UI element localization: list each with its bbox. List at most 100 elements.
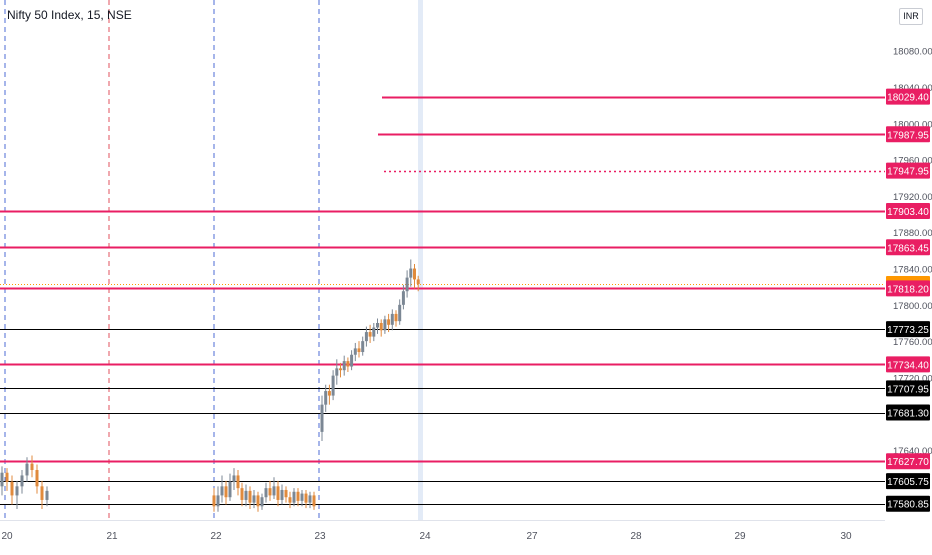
day23-candle-20[interactable] — [394, 313, 398, 322]
day22-candle-23[interactable] — [304, 493, 308, 503]
day22-candle-17[interactable] — [280, 489, 284, 500]
day20-candle-4[interactable] — [20, 475, 24, 487]
day22-candle-6[interactable] — [236, 475, 240, 489]
day23-candle-5[interactable] — [339, 368, 342, 371]
day23-candle-16[interactable] — [379, 322, 383, 331]
price-level-tag-8[interactable]: 17734.40 — [886, 356, 930, 373]
day23-candle-13[interactable] — [368, 332, 372, 337]
price-axis-tick-label-5: 17880.00 — [893, 228, 932, 239]
day22-candle-11[interactable] — [256, 495, 260, 507]
day23-candle-12[interactable] — [364, 332, 368, 342]
day23-candle-23[interactable] — [405, 277, 409, 292]
day23-candle-24[interactable] — [409, 268, 413, 278]
price-level-tag-label: 17580.85 — [887, 500, 929, 511]
day22-candle-0[interactable] — [212, 495, 216, 507]
time-axis-tick-label-7: 29 — [734, 531, 746, 542]
day22-candle-16[interactable] — [276, 486, 280, 500]
day23-candle-0[interactable] — [320, 404, 324, 432]
day22-candle-24[interactable] — [308, 495, 312, 503]
day22-candle-5[interactable] — [232, 475, 236, 482]
day20-candle-1[interactable] — [5, 472, 9, 482]
price-level-tag-bg — [886, 280, 930, 297]
day22-candle-9[interactable] — [248, 490, 252, 503]
day22-candle-2[interactable] — [220, 486, 224, 496]
day20-candle-9[interactable] — [45, 490, 49, 500]
day20-candle-6[interactable] — [30, 463, 34, 471]
day20-candle-5[interactable] — [25, 463, 29, 476]
time-axis-tick-label-8: 30 — [840, 531, 852, 542]
day23-candle-3[interactable] — [331, 375, 335, 396]
day23-candle-8[interactable] — [350, 354, 354, 367]
day23-candle-10[interactable] — [357, 348, 361, 353]
day20-candle-3[interactable] — [15, 486, 19, 496]
day22-candle-22[interactable] — [300, 493, 304, 501]
day23-candle-17[interactable] — [383, 319, 387, 331]
price-axis-tick-label-7: 17800.00 — [893, 301, 932, 312]
price-level-tag-label: 17863.45 — [887, 243, 929, 254]
price-level-tag-10[interactable]: 17681.30 — [886, 404, 930, 421]
day22-candle-1[interactable] — [216, 495, 220, 507]
day22-candle-14[interactable] — [268, 488, 272, 496]
price-level-tag-4[interactable]: 17863.45 — [886, 239, 930, 256]
day22-candle-13[interactable] — [264, 488, 268, 498]
day20-candle-0[interactable] — [0, 472, 4, 487]
price-level-tag-11[interactable]: 17627.70 — [886, 453, 930, 470]
day22-candle-18[interactable] — [284, 489, 288, 498]
day23-candle-4[interactable] — [335, 368, 339, 376]
price-axis-tick-label-0: 18080.00 — [893, 47, 932, 58]
day23-candle-6[interactable] — [342, 361, 346, 371]
day23-candle-19[interactable] — [390, 313, 394, 325]
price-axis-tick-label-4: 17920.00 — [893, 192, 932, 203]
day23-candle-14[interactable] — [372, 327, 376, 337]
day23-candle-1[interactable] — [324, 391, 328, 405]
price-level-tag-2[interactable]: 17947.95 — [886, 162, 930, 179]
day23-candle-9[interactable] — [353, 348, 357, 355]
price-level-tag-bg — [886, 495, 930, 512]
time-axis-bg — [0, 520, 885, 550]
price-level-tag-3[interactable]: 17903.40 — [886, 203, 930, 219]
day20-candle-2[interactable] — [10, 481, 14, 496]
day23-candle-11[interactable] — [361, 341, 365, 353]
day20-candle-7[interactable] — [35, 470, 39, 487]
day22-candle-4[interactable] — [228, 481, 232, 498]
price-level-tag-bg — [886, 88, 930, 105]
day23-candle-22[interactable] — [401, 291, 405, 305]
day22-candle-3[interactable] — [224, 486, 228, 498]
day22-candle-8[interactable] — [244, 490, 248, 500]
price-level-tag-label: 17987.95 — [887, 130, 929, 141]
day20-candle-8[interactable] — [40, 486, 44, 500]
time-axis[interactable]: 20 21 22 23 24 27 28 29 30 — [0, 520, 885, 550]
day23-candle-7[interactable] — [346, 361, 350, 367]
day22-candle-21[interactable] — [296, 491, 300, 501]
day23-candle-26[interactable] — [416, 279, 420, 284]
day22-candle-7[interactable] — [240, 488, 244, 500]
day23-candle-18[interactable] — [387, 319, 391, 325]
day23-candle-21[interactable] — [398, 304, 402, 322]
day22-candle-15[interactable] — [272, 486, 276, 496]
price-level-tag-7[interactable]: 17773.25 — [886, 321, 930, 338]
day22-candle-19[interactable] — [288, 497, 292, 503]
price-level-tag-9[interactable]: 17707.95 — [886, 380, 930, 397]
day22-candle-10[interactable] — [252, 495, 256, 503]
price-level-tag-12[interactable]: 17605.75 — [886, 473, 930, 490]
symbol-title[interactable]: Nifty 50 Index, 15, NSE — [7, 8, 132, 22]
price-level-tag-bg — [886, 239, 930, 256]
time-axis-tick-label-1: 21 — [106, 531, 118, 542]
day22-candle-20[interactable] — [292, 491, 296, 503]
day23-candle-25[interactable] — [413, 268, 416, 280]
day23-candle-2[interactable] — [327, 391, 331, 396]
price-level-tag-13[interactable]: 17580.85 — [886, 495, 930, 512]
day22-candle-25[interactable] — [312, 495, 316, 507]
price-level-tag-0[interactable]: 18029.40 — [886, 88, 930, 105]
currency-button[interactable]: INR — [899, 8, 923, 25]
price-axis[interactable]: 18080.00 18040.00 18000.00 17960.00 17920.00… — [885, 0, 932, 550]
price-level-tag-1[interactable]: 17987.95 — [886, 126, 930, 143]
price-level-tag-label: 17605.75 — [887, 477, 929, 488]
day22-candle-12[interactable] — [260, 497, 264, 507]
price-level-tag-label: 17681.30 — [887, 409, 929, 420]
price-level-tag-6[interactable]: 17818.20 — [886, 280, 930, 297]
time-axis-tick-label-0: 20 — [1, 531, 13, 542]
day23-candle-15[interactable] — [376, 322, 379, 328]
